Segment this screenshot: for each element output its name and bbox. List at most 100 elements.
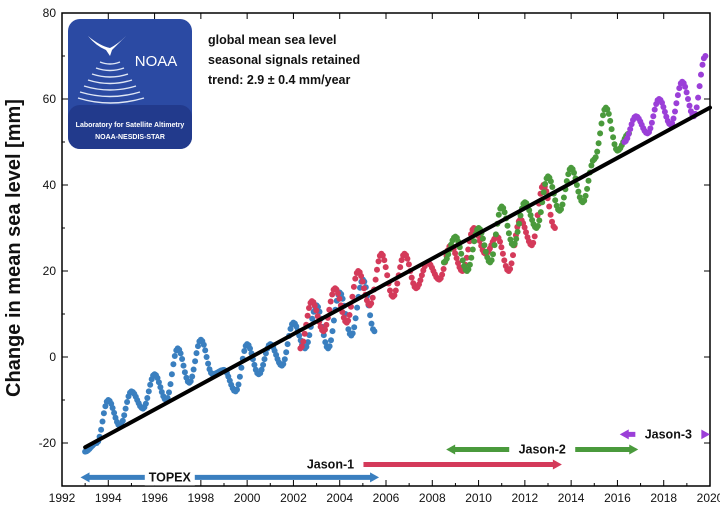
data-point xyxy=(584,185,591,192)
data-point xyxy=(499,250,506,257)
data-point xyxy=(98,426,105,433)
data-point xyxy=(527,212,534,219)
arrow-right-icon xyxy=(370,472,380,483)
data-point xyxy=(190,366,197,373)
data-point xyxy=(375,258,382,265)
data-point xyxy=(203,354,210,360)
data-point xyxy=(167,381,174,388)
data-point xyxy=(573,182,580,188)
data-point xyxy=(565,171,572,178)
data-point xyxy=(669,120,676,127)
data-point xyxy=(326,343,333,350)
data-point xyxy=(384,272,391,279)
data-point xyxy=(313,307,320,314)
mission-jason-2: Jason-2 xyxy=(446,441,639,458)
data-point xyxy=(260,361,267,368)
data-point xyxy=(119,417,126,424)
x-tick-label: 1994 xyxy=(95,491,122,505)
data-point xyxy=(322,326,328,333)
data-point xyxy=(471,238,478,245)
data-point xyxy=(551,225,558,231)
data-point xyxy=(466,261,473,268)
mission-label: Jason-1 xyxy=(307,458,354,472)
data-point xyxy=(367,312,374,319)
data-point xyxy=(685,96,691,102)
data-point xyxy=(166,389,172,396)
arrow-right-icon xyxy=(552,459,562,470)
data-point xyxy=(280,361,287,367)
data-point xyxy=(608,126,615,133)
data-point xyxy=(301,330,308,337)
data-point xyxy=(458,250,465,257)
data-point xyxy=(686,102,693,109)
data-point xyxy=(234,386,240,393)
data-point xyxy=(611,141,618,148)
logo-brand: NOAA xyxy=(135,53,178,70)
data-point xyxy=(547,178,554,185)
logo-line1: Laboratory for Satellite Altimetry xyxy=(76,122,185,129)
y-tick-label: 40 xyxy=(43,178,57,192)
data-point xyxy=(121,412,128,419)
y-tick-label: 80 xyxy=(43,6,57,20)
data-point xyxy=(181,369,188,376)
arrow-right-icon xyxy=(629,444,639,455)
data-point xyxy=(523,229,529,236)
data-point xyxy=(491,242,498,249)
axis-ticks: 1992 1994 1996 1998 2000 2002 2004 2006 2008 2010… xyxy=(39,6,720,505)
data-point xyxy=(314,313,321,320)
data-point xyxy=(147,381,154,388)
data-point xyxy=(600,112,606,119)
data-point xyxy=(514,228,521,235)
data-point xyxy=(397,264,404,271)
mission-topex: TOPEX xyxy=(80,469,380,486)
data-point xyxy=(549,218,555,225)
data-point xyxy=(513,235,520,242)
mission-label: Jason-3 xyxy=(645,427,692,441)
data-point xyxy=(536,217,543,224)
data-point xyxy=(122,405,129,412)
data-point xyxy=(404,255,411,262)
arrow-right-icon xyxy=(701,429,710,440)
data-point xyxy=(498,244,505,251)
data-point xyxy=(547,211,554,218)
data-point xyxy=(594,148,601,155)
data-point xyxy=(698,71,704,78)
x-tick-label: 2014 xyxy=(558,491,585,505)
data-point xyxy=(349,330,356,337)
data-point xyxy=(672,108,678,115)
series-jason-3 xyxy=(621,53,709,145)
data-point xyxy=(99,418,106,425)
data-point xyxy=(604,106,611,113)
data-point xyxy=(326,306,333,313)
data-point xyxy=(374,266,380,273)
data-point xyxy=(695,94,702,101)
data-point xyxy=(391,292,398,299)
data-point xyxy=(329,328,336,335)
data-point xyxy=(660,104,667,110)
data-point xyxy=(560,194,567,201)
data-point xyxy=(650,113,657,120)
data-point xyxy=(516,220,523,227)
data-point xyxy=(521,224,528,231)
data-point xyxy=(304,312,311,319)
data-point xyxy=(300,338,307,345)
logo-footer xyxy=(68,105,192,149)
data-point xyxy=(311,302,318,309)
data-point xyxy=(236,373,243,380)
trend-line-group xyxy=(83,105,712,450)
data-point xyxy=(490,251,496,258)
data-point xyxy=(179,356,186,362)
data-point xyxy=(327,298,334,305)
data-point xyxy=(683,89,690,96)
x-tick-label: 2020 xyxy=(697,491,720,505)
data-point xyxy=(124,399,131,405)
data-point xyxy=(661,108,668,115)
data-point xyxy=(392,287,399,294)
data-point xyxy=(369,294,376,301)
data-point xyxy=(345,317,352,324)
data-point xyxy=(552,197,559,204)
y-tick-label: -20 xyxy=(39,436,57,450)
data-point xyxy=(699,61,706,68)
data-point xyxy=(354,304,361,311)
mission-label-bg xyxy=(144,469,195,486)
